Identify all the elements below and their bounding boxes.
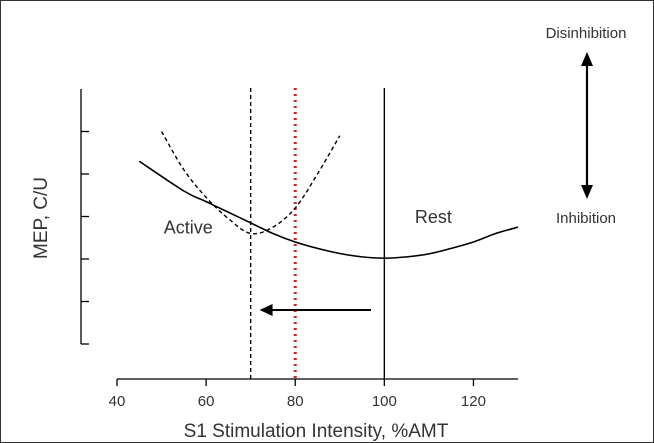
inhibition-scale: Disinhibition Inhibition [546, 25, 627, 227]
y-axis-title: MEP, C/U [31, 177, 52, 259]
x-tick-label: 80 [287, 393, 304, 410]
series-rest-line [138, 160, 519, 259]
annotations: Active Rest [164, 207, 452, 238]
x-tick-label: 60 [198, 393, 215, 410]
left-arrowhead-icon [259, 304, 273, 316]
y-axis [80, 89, 89, 345]
x-axis-title: S1 Stimulation Intensity, %AMT [184, 421, 449, 442]
down-arrowhead-icon [581, 185, 593, 199]
x-axis: 40 60 80 100 120 [109, 378, 518, 410]
x-tick-label: 100 [372, 393, 397, 410]
inhibition-label: Inhibition [556, 210, 616, 227]
plot-area: Active Rest [138, 88, 519, 379]
up-arrowhead-icon [581, 52, 593, 66]
y-ticks [81, 130, 89, 345]
annotation-active: Active [164, 218, 213, 238]
reference-lines [249, 88, 386, 379]
series-active-line [160, 131, 341, 235]
x-ticks: 40 60 80 100 120 [109, 379, 486, 410]
shift-arrow [259, 304, 371, 316]
x-tick-label: 120 [461, 393, 486, 410]
annotation-rest: Rest [415, 207, 452, 227]
x-tick-label: 40 [109, 393, 126, 410]
curves [138, 131, 519, 259]
disinhibition-label: Disinhibition [546, 25, 627, 42]
